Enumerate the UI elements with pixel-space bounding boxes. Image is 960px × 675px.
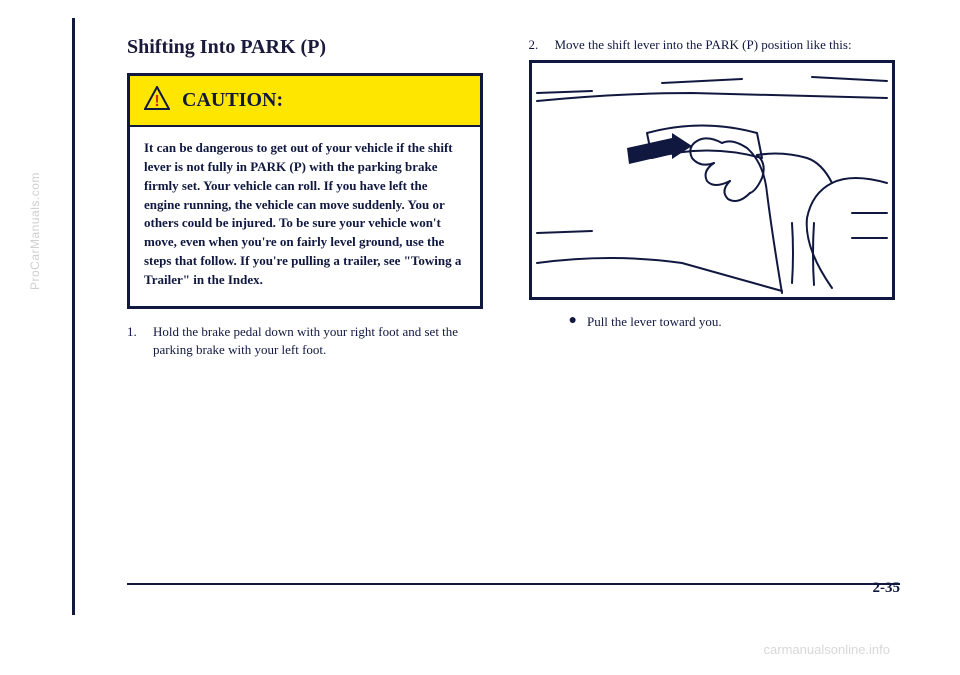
right-column: 2. Move the shift lever into the PARK (P…	[529, 36, 901, 359]
watermark-side: ProCarManuals.com	[28, 172, 42, 290]
watermark-bottom: carmanualsonline.info	[764, 642, 890, 657]
caution-body: It can be dangerous to get out of your v…	[130, 125, 480, 306]
step-text: Move the shift lever into the PARK (P) p…	[555, 36, 852, 54]
bullet-text: Pull the lever toward you.	[587, 314, 722, 330]
left-step-list: 1. Hold the brake pedal down with your r…	[127, 323, 499, 359]
caution-box: ! CAUTION: It can be dangerous to get ou…	[127, 73, 483, 309]
warning-triangle-icon: !	[144, 86, 170, 115]
step-number: 1.	[127, 323, 143, 359]
bullet-dot-icon: ●	[569, 314, 577, 330]
bullet-item: ● Pull the lever toward you.	[569, 314, 901, 330]
svg-text:!: !	[154, 93, 159, 110]
page-number: 2-35	[873, 580, 901, 597]
step-2: 2. Move the shift lever into the PARK (P…	[529, 36, 901, 54]
section-heading: Shifting Into PARK (P)	[127, 36, 499, 59]
manual-page: ProCarManuals.com Shifting Into PARK (P)…	[0, 0, 960, 675]
left-column: Shifting Into PARK (P) ! CAUTION: It can…	[127, 36, 499, 359]
step-text: Hold the brake pedal down with your righ…	[153, 323, 499, 359]
step-number: 2.	[529, 36, 545, 54]
step-1: 1. Hold the brake pedal down with your r…	[127, 323, 499, 359]
caution-header: ! CAUTION:	[130, 76, 480, 125]
page-content: Shifting Into PARK (P) ! CAUTION: It can…	[72, 18, 900, 615]
caution-title: CAUTION:	[182, 89, 283, 112]
footer-rule	[127, 583, 900, 585]
two-column-layout: Shifting Into PARK (P) ! CAUTION: It can…	[75, 36, 900, 359]
shift-lever-figure	[529, 60, 895, 300]
